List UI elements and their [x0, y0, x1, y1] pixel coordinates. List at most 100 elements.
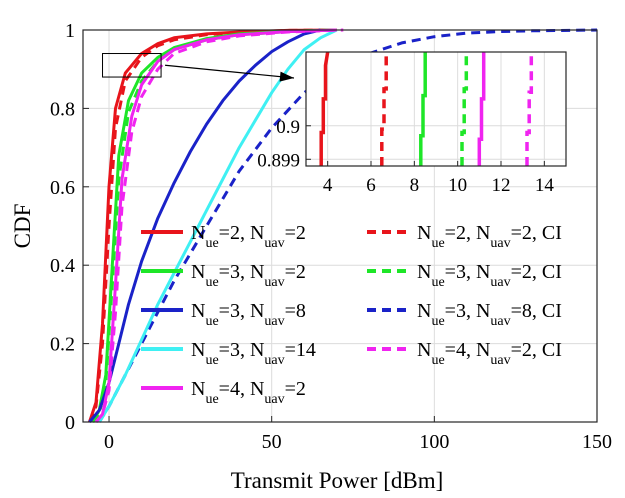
legend-text-uav: uav	[264, 314, 284, 329]
legend-value-n-ue: 4	[230, 378, 240, 400]
legend-text-ue: ue	[431, 314, 444, 329]
main-axis-ticks: 0 50 100 150 0 0.2 0.4 0.6 0.8 1	[50, 20, 612, 453]
inset-frame	[305, 51, 567, 167]
legend-text-ue: ue	[205, 392, 218, 407]
legend-text-eq: =	[219, 339, 230, 361]
legend-text-eq: =	[511, 222, 522, 244]
legend-text-uav: uav	[264, 392, 284, 407]
y-tick-label: 0.2	[50, 334, 75, 356]
inset-y-tick-label: 0.899	[257, 150, 300, 171]
series-line-7	[98, 28, 338, 423]
legend-text-n: N	[417, 222, 431, 244]
inset-x-tick-label: 8	[410, 175, 420, 196]
legend-text-eq: =	[285, 378, 296, 400]
inset-y-tick-label: 0.9	[276, 117, 300, 138]
legend-value-n-uav: 14	[296, 339, 316, 361]
legend-value-n-uav: 8	[522, 300, 532, 322]
series-line-5	[88, 28, 321, 423]
inset-x-tick-label: 14	[535, 175, 555, 196]
inset-series-line-2	[380, 52, 388, 166]
legend-text-n: N	[417, 261, 431, 283]
legend-text-sep: , N	[466, 261, 490, 283]
legend-value-n-ue: 2	[456, 222, 466, 244]
x-tick-label: 50	[262, 431, 282, 453]
legend-value-n-uav: 2	[296, 222, 306, 244]
legend-text-ue: ue	[205, 236, 218, 251]
legend-text-n: N	[417, 339, 431, 361]
legend-suffix: , CI	[532, 339, 562, 361]
legend-text-n: N	[191, 339, 205, 361]
legend-text-eq: =	[285, 300, 296, 322]
y-tick-label: 1	[65, 20, 75, 42]
legend-value-n-uav: 8	[296, 300, 306, 322]
y-tick-label: 0	[65, 412, 75, 434]
legend-text-eq: =	[445, 300, 456, 322]
legend-suffix: , CI	[532, 261, 562, 283]
legend-text-n: N	[191, 300, 205, 322]
legend-label-left-3: Nue=3, Nuav=8	[191, 300, 306, 329]
legend-text-uav: uav	[264, 275, 284, 290]
y-axis-label: CDF	[10, 204, 35, 249]
legend-text-ue: ue	[205, 314, 218, 329]
legend-text-ue: ue	[205, 275, 218, 290]
legend-value-n-ue: 3	[230, 300, 240, 322]
legend-value-n-ue: 3	[230, 339, 240, 361]
legend-suffix: , CI	[532, 300, 562, 322]
x-tick-label: 100	[419, 431, 449, 453]
inset-x-tick-label: 10	[448, 175, 467, 196]
legend-text-sep: , N	[240, 300, 264, 322]
legend-text-uav: uav	[264, 236, 284, 251]
legend-text-eq: =	[511, 300, 522, 322]
series-line-9	[94, 28, 344, 423]
legend-text-eq: =	[219, 300, 230, 322]
series-line-6	[98, 28, 598, 423]
x-axis-label: Transmit Power [dBm]	[231, 468, 444, 493]
legend-value-n-uav: 2	[296, 261, 306, 283]
legend-text-eq: =	[445, 261, 456, 283]
legend-text-ue: ue	[205, 353, 218, 368]
legend-suffix: , CI	[532, 222, 562, 244]
zoom-indicator	[102, 53, 295, 82]
legend-text-n: N	[191, 222, 205, 244]
x-tick-label: 150	[582, 431, 612, 453]
inset-background	[306, 52, 566, 166]
inset-series-line-3	[419, 52, 427, 166]
legend-text-sep: , N	[240, 339, 264, 361]
legend-text-sep: , N	[466, 222, 490, 244]
legend-text-uav: uav	[490, 236, 510, 251]
legend-label-right-4: Nue=4, Nuav=2, CI	[417, 339, 562, 368]
legend-value-n-uav: 2	[522, 261, 532, 283]
legend-value-n-uav: 2	[296, 378, 306, 400]
legend-text-sep: , N	[240, 378, 264, 400]
plot-frame	[82, 29, 598, 423]
inset-x-tick-label: 6	[366, 175, 376, 196]
legend-text-uav: uav	[490, 353, 510, 368]
legend-text-uav: uav	[490, 314, 510, 329]
legend-text-eq: =	[219, 378, 230, 400]
legend-label-left-2: Nue=3, Nuav=2	[191, 261, 306, 290]
legend-label-left-4: Nue=3, Nuav=14	[191, 339, 316, 368]
y-tick-label: 0.8	[50, 98, 75, 120]
legend-label-left-1: Nue=2, Nuav=2	[191, 222, 306, 251]
legend-text-uav: uav	[264, 353, 284, 368]
legend-text-eq: =	[445, 222, 456, 244]
zoom-inset: 4 6 8 10 12 14 0.899 0.9	[257, 51, 567, 196]
legend-value-n-ue: 3	[456, 261, 466, 283]
legend-value-n-ue: 4	[456, 339, 466, 361]
legend-text-sep: , N	[240, 222, 264, 244]
legend-label-right-3: Nue=3, Nuav=8, CI	[417, 300, 562, 329]
legend-text-ue: ue	[431, 275, 444, 290]
legend-text-eq: =	[445, 339, 456, 361]
zoom-arrow-line	[165, 64, 295, 79]
legend-value-n-ue: 2	[230, 222, 240, 244]
legend-text-sep: , N	[240, 261, 264, 283]
y-tick-label: 0.4	[50, 255, 75, 277]
zoom-arrow-head	[279, 71, 294, 82]
x-tick-label: 0	[104, 431, 114, 453]
legend-value-n-uav: 2	[522, 339, 532, 361]
legend-text-eq: =	[219, 261, 230, 283]
legend-text-n: N	[191, 378, 205, 400]
zoom-region-box	[102, 53, 162, 78]
legend-value-n-ue: 3	[230, 261, 240, 283]
